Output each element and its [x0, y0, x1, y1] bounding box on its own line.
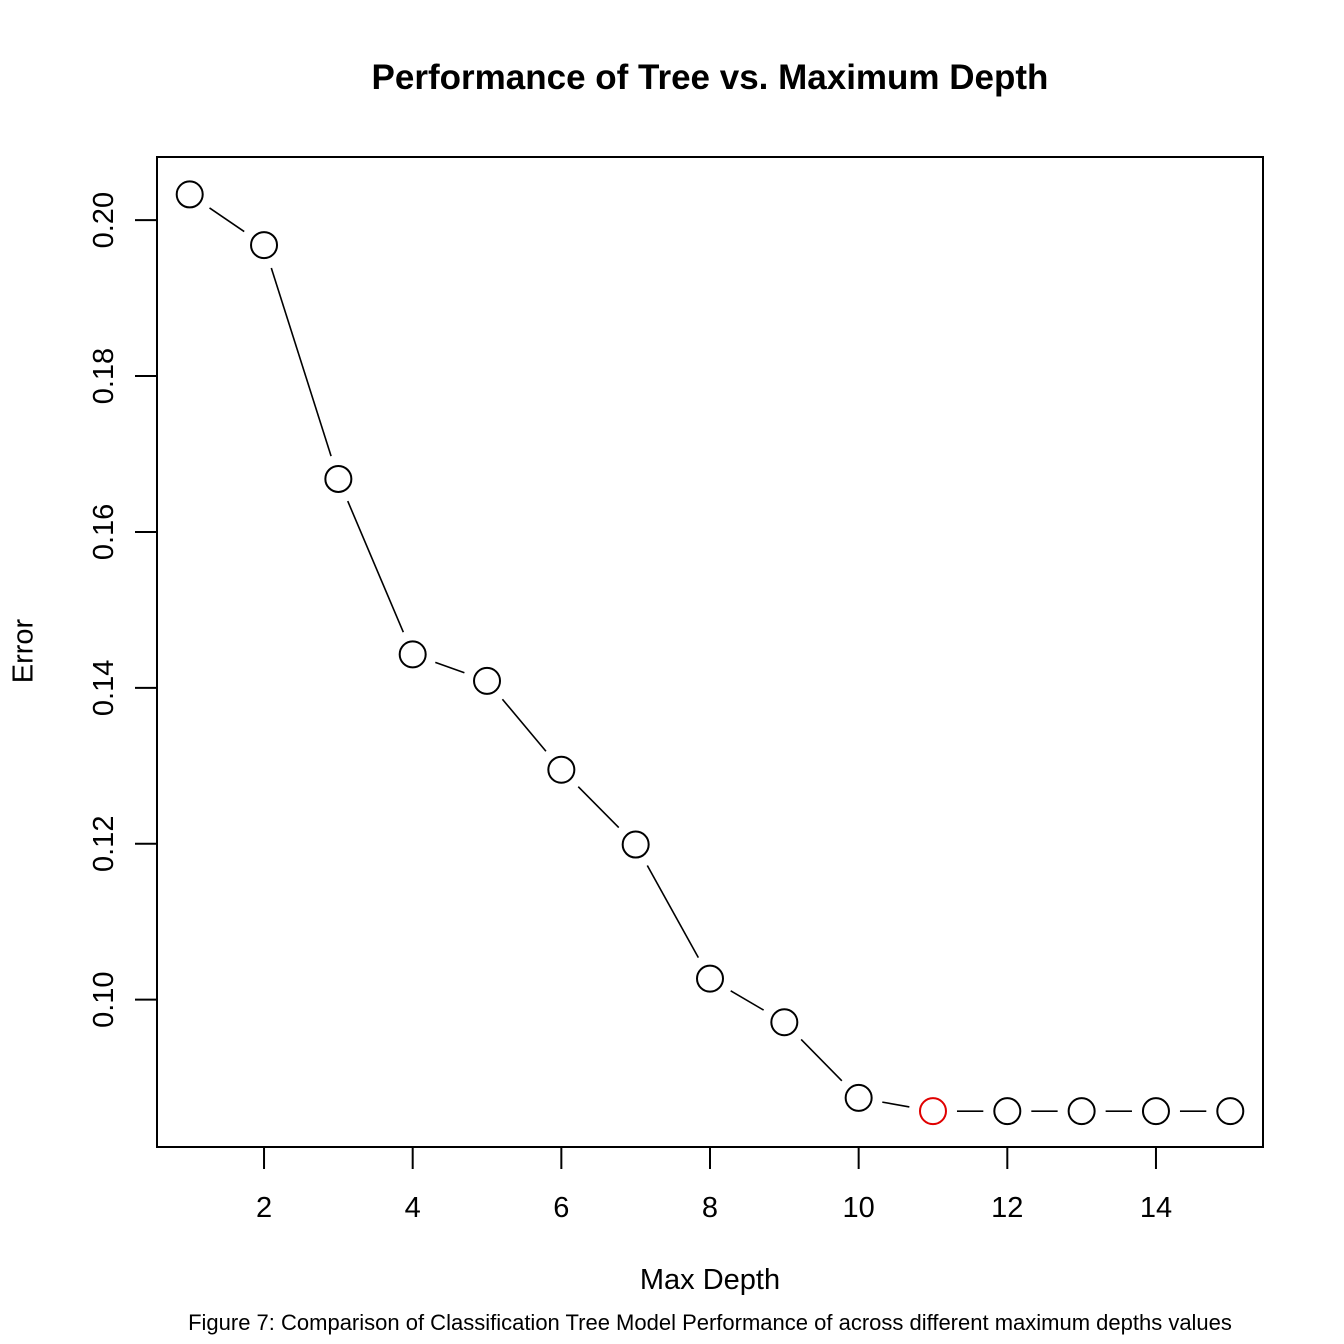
y-tick-label: 0.12 [88, 816, 120, 872]
series-segment [270, 267, 332, 457]
series-line [209, 207, 1207, 1112]
y-tick-label: 0.20 [88, 192, 120, 248]
data-point [1141, 1097, 1170, 1126]
series-segment [646, 865, 700, 959]
data-point [473, 666, 502, 695]
x-tick-label: 10 [843, 1192, 875, 1224]
series-segment [730, 990, 765, 1011]
series-segment [501, 698, 547, 752]
x-tick-label: 4 [405, 1192, 421, 1224]
data-point [324, 464, 353, 493]
series-segment [435, 661, 465, 674]
y-axis: 0.10 0.12 0.14 0.16 0.18 0.20 [88, 192, 158, 1028]
data-point-highlighted [918, 1097, 947, 1126]
x-axis: 2 4 6 8 10 12 14 [256, 1146, 1172, 1224]
data-point [770, 1008, 799, 1037]
data-point [696, 964, 724, 993]
series-segment [346, 500, 405, 633]
y-tick-label: 0.14 [88, 660, 120, 716]
plot-area [156, 156, 1264, 1148]
x-tick-label: 12 [991, 1192, 1023, 1224]
data-point [844, 1083, 873, 1112]
y-tick-label: 0.18 [88, 348, 120, 404]
chart-title: Performance of Tree vs. Maximum Depth [371, 58, 1049, 97]
data-point [547, 755, 576, 784]
x-tick-label: 2 [256, 1192, 272, 1224]
data-point [1216, 1097, 1245, 1126]
x-tick-label: 8 [702, 1192, 718, 1224]
data-point [175, 180, 204, 209]
data-point [398, 640, 427, 669]
data-points [175, 180, 1245, 1126]
x-tick-label: 6 [553, 1192, 569, 1224]
figure-caption: Figure 7: Comparison of Classification T… [188, 1310, 1232, 1335]
x-axis-label: Max Depth [639, 1264, 781, 1296]
y-tick-label: 0.16 [88, 504, 120, 560]
series-segment [209, 207, 245, 233]
data-point [250, 231, 279, 260]
x-tick-label: 14 [1140, 1192, 1172, 1224]
data-point [621, 830, 650, 859]
data-point [1067, 1097, 1096, 1126]
series-segment [882, 1101, 910, 1108]
y-axis-label: Error [7, 618, 40, 684]
y-tick-label: 0.10 [88, 971, 120, 1027]
series-segment [577, 786, 620, 829]
data-point [993, 1097, 1022, 1126]
series-segment [800, 1038, 843, 1082]
